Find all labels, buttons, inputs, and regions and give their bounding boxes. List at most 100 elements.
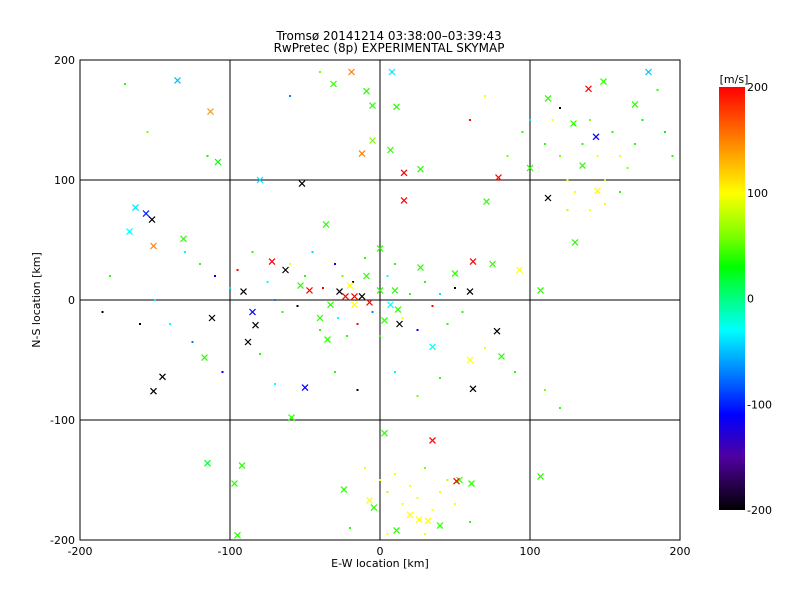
data-cross	[537, 472, 544, 480]
data-cross	[489, 260, 496, 268]
data-dot	[184, 251, 186, 253]
data-dot	[319, 329, 321, 331]
data-cross	[544, 194, 552, 202]
data-cross	[297, 282, 304, 290]
x-tick-label: -100	[218, 545, 243, 558]
x-tick-label: 100	[520, 545, 541, 558]
data-dot	[322, 287, 324, 289]
data-cross	[351, 301, 358, 309]
data-dot	[259, 353, 261, 355]
data-dot	[416, 329, 419, 331]
data-dot	[379, 479, 381, 481]
colorbar-tick-label: 0	[747, 293, 754, 306]
data-dot	[611, 131, 614, 133]
data-dot	[439, 293, 441, 295]
data-dot	[337, 317, 339, 319]
data-dot	[296, 305, 299, 307]
data-cross	[585, 85, 592, 93]
data-dot	[596, 155, 599, 157]
data-dot	[454, 287, 456, 289]
data-dot	[454, 503, 456, 505]
chart-title: Tromsø 20141214 03:38:00–03:39:43	[275, 29, 501, 43]
colorbar	[719, 87, 745, 510]
data-dot	[236, 269, 239, 271]
data-cross	[366, 496, 373, 504]
data-cross	[180, 235, 187, 243]
data-cross	[231, 480, 238, 488]
data-dot	[431, 305, 434, 307]
data-points	[101, 68, 674, 539]
colorbar-tick-label: 100	[747, 187, 768, 200]
x-tick-label: -200	[68, 545, 93, 558]
data-cross	[363, 272, 370, 280]
x-tick-label: 0	[377, 545, 384, 558]
data-cross	[238, 462, 246, 470]
data-dot	[544, 143, 546, 145]
data-cross	[451, 270, 459, 278]
data-cross	[204, 459, 211, 467]
data-dot	[506, 155, 509, 157]
data-cross	[324, 336, 331, 344]
data-dot	[566, 179, 569, 181]
data-cross	[388, 68, 396, 76]
data-cross	[306, 286, 313, 294]
x-tick-label: 200	[670, 545, 691, 558]
data-cross	[348, 68, 355, 76]
data-cross	[174, 76, 181, 84]
data-dot	[641, 119, 644, 121]
data-dot	[604, 203, 606, 205]
data-dot	[311, 251, 314, 253]
data-dot	[619, 155, 621, 157]
data-cross	[327, 301, 334, 309]
data-cross	[592, 133, 600, 141]
data-dot	[566, 209, 569, 211]
data-dot	[581, 143, 584, 145]
data-cross	[148, 216, 156, 224]
data-dot	[379, 335, 381, 337]
data-cross	[340, 486, 348, 494]
data-cross	[387, 301, 394, 309]
data-dot	[356, 323, 359, 325]
data-dot	[446, 479, 449, 481]
data-dot	[529, 119, 531, 121]
data-cross	[579, 162, 586, 170]
data-cross	[544, 94, 552, 102]
data-dot	[274, 299, 276, 301]
data-cross	[249, 308, 256, 316]
data-cross	[201, 354, 208, 362]
data-cross	[342, 292, 349, 300]
data-dot	[424, 533, 426, 535]
data-cross	[126, 228, 133, 236]
data-cross	[150, 242, 157, 250]
data-cross	[424, 517, 432, 525]
data-dot	[619, 191, 621, 193]
y-tick-label: 100	[54, 174, 75, 187]
data-cross	[363, 87, 370, 95]
data-dot	[364, 467, 366, 469]
data-dot	[559, 107, 561, 109]
data-dot	[446, 323, 449, 325]
colorbar-tick-label: -200	[747, 504, 772, 517]
data-cross	[351, 292, 358, 300]
data-cross	[483, 198, 490, 206]
data-cross	[394, 306, 402, 314]
data-cross	[453, 477, 460, 485]
data-dot	[416, 395, 419, 397]
data-dot	[671, 155, 674, 157]
data-dot	[394, 473, 396, 475]
data-cross	[381, 429, 388, 437]
axis-ticks: -200 -100 0 100 200 -200 -100 0 100 200	[50, 54, 690, 558]
colorbar-label: [m/s]	[720, 73, 749, 86]
data-dot	[146, 131, 149, 133]
data-cross	[268, 258, 276, 266]
data-cross	[159, 373, 166, 381]
data-dot	[371, 311, 374, 313]
data-dot	[551, 119, 554, 121]
data-dot	[341, 275, 344, 277]
data-dot	[394, 263, 396, 265]
data-dot	[229, 287, 231, 289]
data-cross	[346, 282, 354, 290]
data-dot	[101, 311, 104, 313]
data-dot	[401, 503, 404, 505]
data-dot	[409, 293, 411, 295]
